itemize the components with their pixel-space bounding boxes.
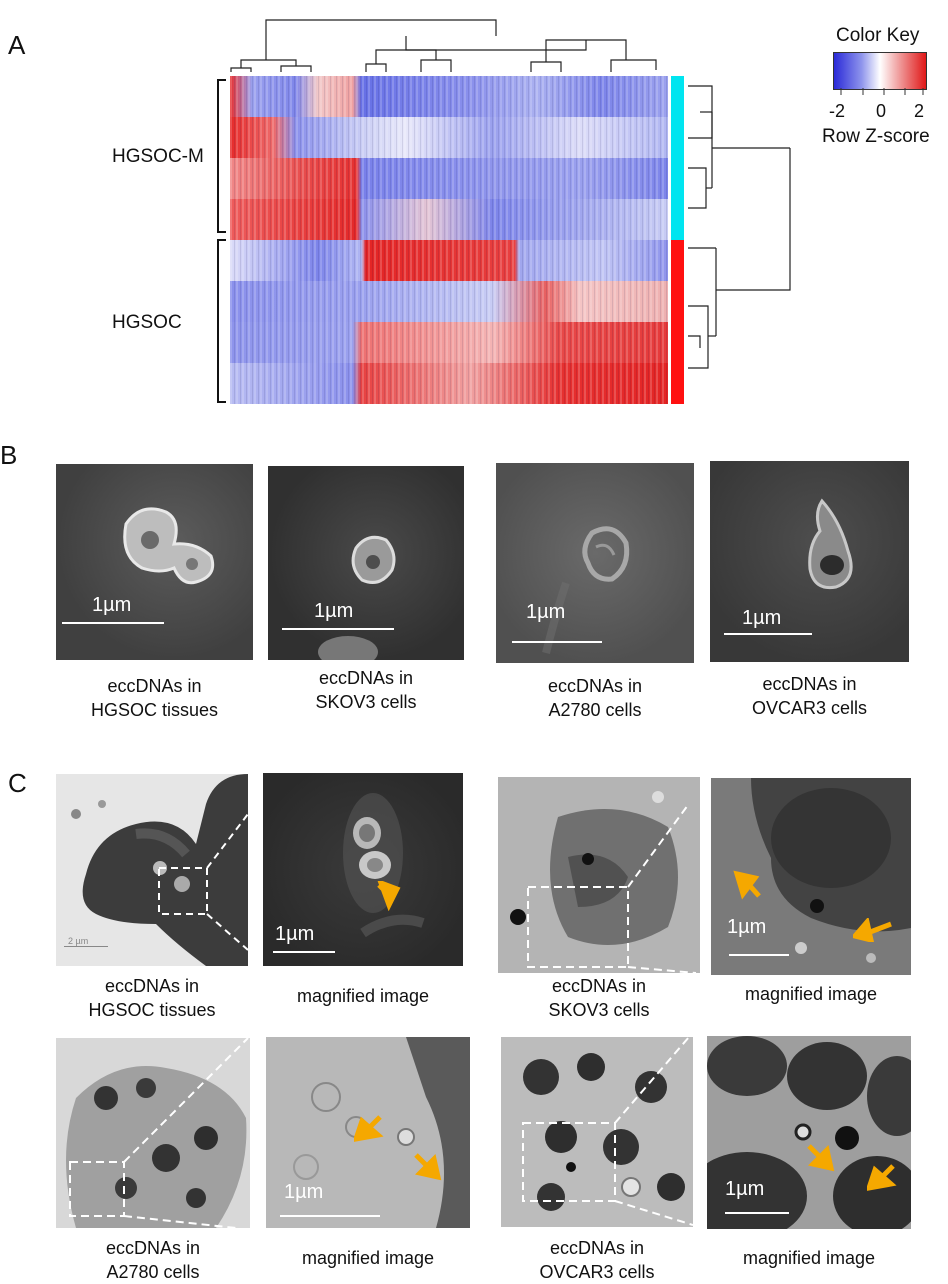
caption-c8: magnified image [742, 1248, 876, 1268]
caption-line: HGSOC tissues [90, 700, 219, 720]
caption-line: HGSOC tissues [88, 1000, 216, 1020]
scale-label: 1µm [92, 594, 132, 616]
color-key-ticks [840, 88, 924, 95]
cell-texture [707, 1036, 911, 1229]
eccdna-particle [808, 498, 853, 590]
caption-b3: eccDNAs in A2780 cells [496, 674, 694, 722]
scale-label: 1µm [275, 923, 315, 945]
caption-line: eccDNAs in [104, 976, 200, 996]
arrow-icon [733, 870, 761, 900]
group-label-hgsoc-m: HGSOC-M [112, 146, 204, 167]
group-bar-hgsoc-m [671, 76, 684, 240]
heatmap [230, 76, 668, 404]
scale-label: 1µm [727, 916, 767, 938]
color-key-title: Color Key [836, 25, 920, 46]
caption-c2: magnified image [296, 986, 430, 1006]
caption-b1: eccDNAs in HGSOC tissues [56, 674, 253, 722]
scale-bar [512, 641, 602, 643]
column-dendrogram [230, 19, 657, 72]
row-dendrogram [688, 85, 791, 369]
scale-label: 1µm [725, 1178, 765, 1200]
caption-b4: eccDNAs in OVCAR3 cells [710, 672, 909, 720]
scale-label: 1µm [526, 601, 566, 623]
cell-texture [293, 1037, 470, 1228]
group-brackets [217, 79, 226, 403]
panel-c-letter: C [8, 768, 27, 798]
tem-magnified-a2780: 1µm [266, 1037, 470, 1228]
caption-c6: magnified image [301, 1248, 435, 1268]
sem-image-ovcar3: 1µm [710, 461, 909, 662]
caption-line: A2780 cells [106, 1262, 200, 1282]
sem-image-skov3: 1µm [268, 466, 464, 660]
arrow-icon [867, 1164, 897, 1191]
group-label-hgsoc: HGSOC [112, 312, 182, 333]
caption-line: eccDNAs in [551, 976, 647, 996]
caption-line: eccDNAs in [318, 668, 414, 688]
caption-line: eccDNAs in [105, 1238, 201, 1258]
arrow-icon [354, 1115, 384, 1142]
caption-c3: eccDNAs in SKOV3 cells [498, 974, 700, 1022]
eccdna-particle [318, 535, 396, 660]
overview-scale-label: 2 µm [68, 936, 89, 946]
caption-line: OVCAR3 cells [539, 1262, 655, 1282]
caption-line: SKOV3 cells [315, 692, 417, 712]
arrow-icon [414, 1153, 442, 1181]
scale-bar [282, 628, 394, 630]
scale-bar [273, 951, 335, 953]
caption-line: eccDNAs in [547, 676, 643, 696]
group-bar-hgsoc [671, 240, 684, 404]
tem-overview-skov3 [498, 777, 700, 973]
color-key-tick-mid: 0 [876, 101, 887, 121]
tem-magnified-skov3: 1µm [711, 778, 911, 975]
tem-overview-hgsoc-tissues: 2 µm [56, 774, 248, 966]
color-key-tick-low: -2 [829, 101, 846, 121]
caption-line: SKOV3 cells [548, 1000, 650, 1020]
arrow-icon [853, 918, 892, 942]
eccdna-particle [542, 526, 630, 654]
scale-bar [62, 622, 164, 624]
scale-label: 1µm [742, 607, 782, 629]
caption-b2: eccDNAs in SKOV3 cells [268, 666, 464, 714]
scale-bar [729, 954, 789, 956]
arrow-icon [377, 881, 401, 911]
caption-line: eccDNAs in [762, 674, 857, 694]
caption-line: A2780 cells [548, 700, 642, 720]
cell-texture [736, 778, 911, 963]
tem-overview-ovcar3 [501, 1037, 693, 1227]
scale-label: 1µm [314, 600, 354, 622]
scale-label: 1µm [284, 1181, 324, 1203]
scale-bar [280, 1215, 380, 1217]
sem-image-a2780: 1µm [496, 463, 694, 663]
eccdna-particle [123, 507, 215, 585]
overview-scale-bar [64, 946, 108, 947]
caption-c7: eccDNAs in OVCAR3 cells [501, 1236, 693, 1284]
caption-line: eccDNAs in [549, 1238, 645, 1258]
cell-texture [71, 774, 248, 966]
color-key-label: Row Z-score [822, 126, 930, 147]
color-key-gradient [833, 52, 927, 90]
caption-c5: eccDNAs in A2780 cells [56, 1236, 250, 1284]
cell-texture [510, 791, 697, 973]
tem-overview-a2780 [56, 1038, 250, 1228]
caption-line: OVCAR3 cells [751, 698, 868, 718]
scale-bar [724, 633, 812, 635]
caption-line: eccDNAs in [107, 676, 202, 696]
tem-magnified-hgsoc: 1µm [263, 773, 463, 966]
panel-a-letter: A [8, 30, 26, 60]
color-key-tick-high: 2 [914, 101, 925, 121]
arrow-icon [807, 1144, 835, 1172]
tem-magnified-ovcar3: 1µm [707, 1036, 911, 1229]
cell-texture [66, 1038, 249, 1228]
sem-image-hgsoc-tissues: 1µm [56, 464, 253, 660]
cell-texture [522, 1037, 693, 1226]
caption-c4: magnified image [744, 984, 878, 1004]
panel-b-letter: B [0, 440, 18, 470]
scale-bar [725, 1212, 789, 1214]
caption-c1: eccDNAs in HGSOC tissues [56, 974, 248, 1022]
